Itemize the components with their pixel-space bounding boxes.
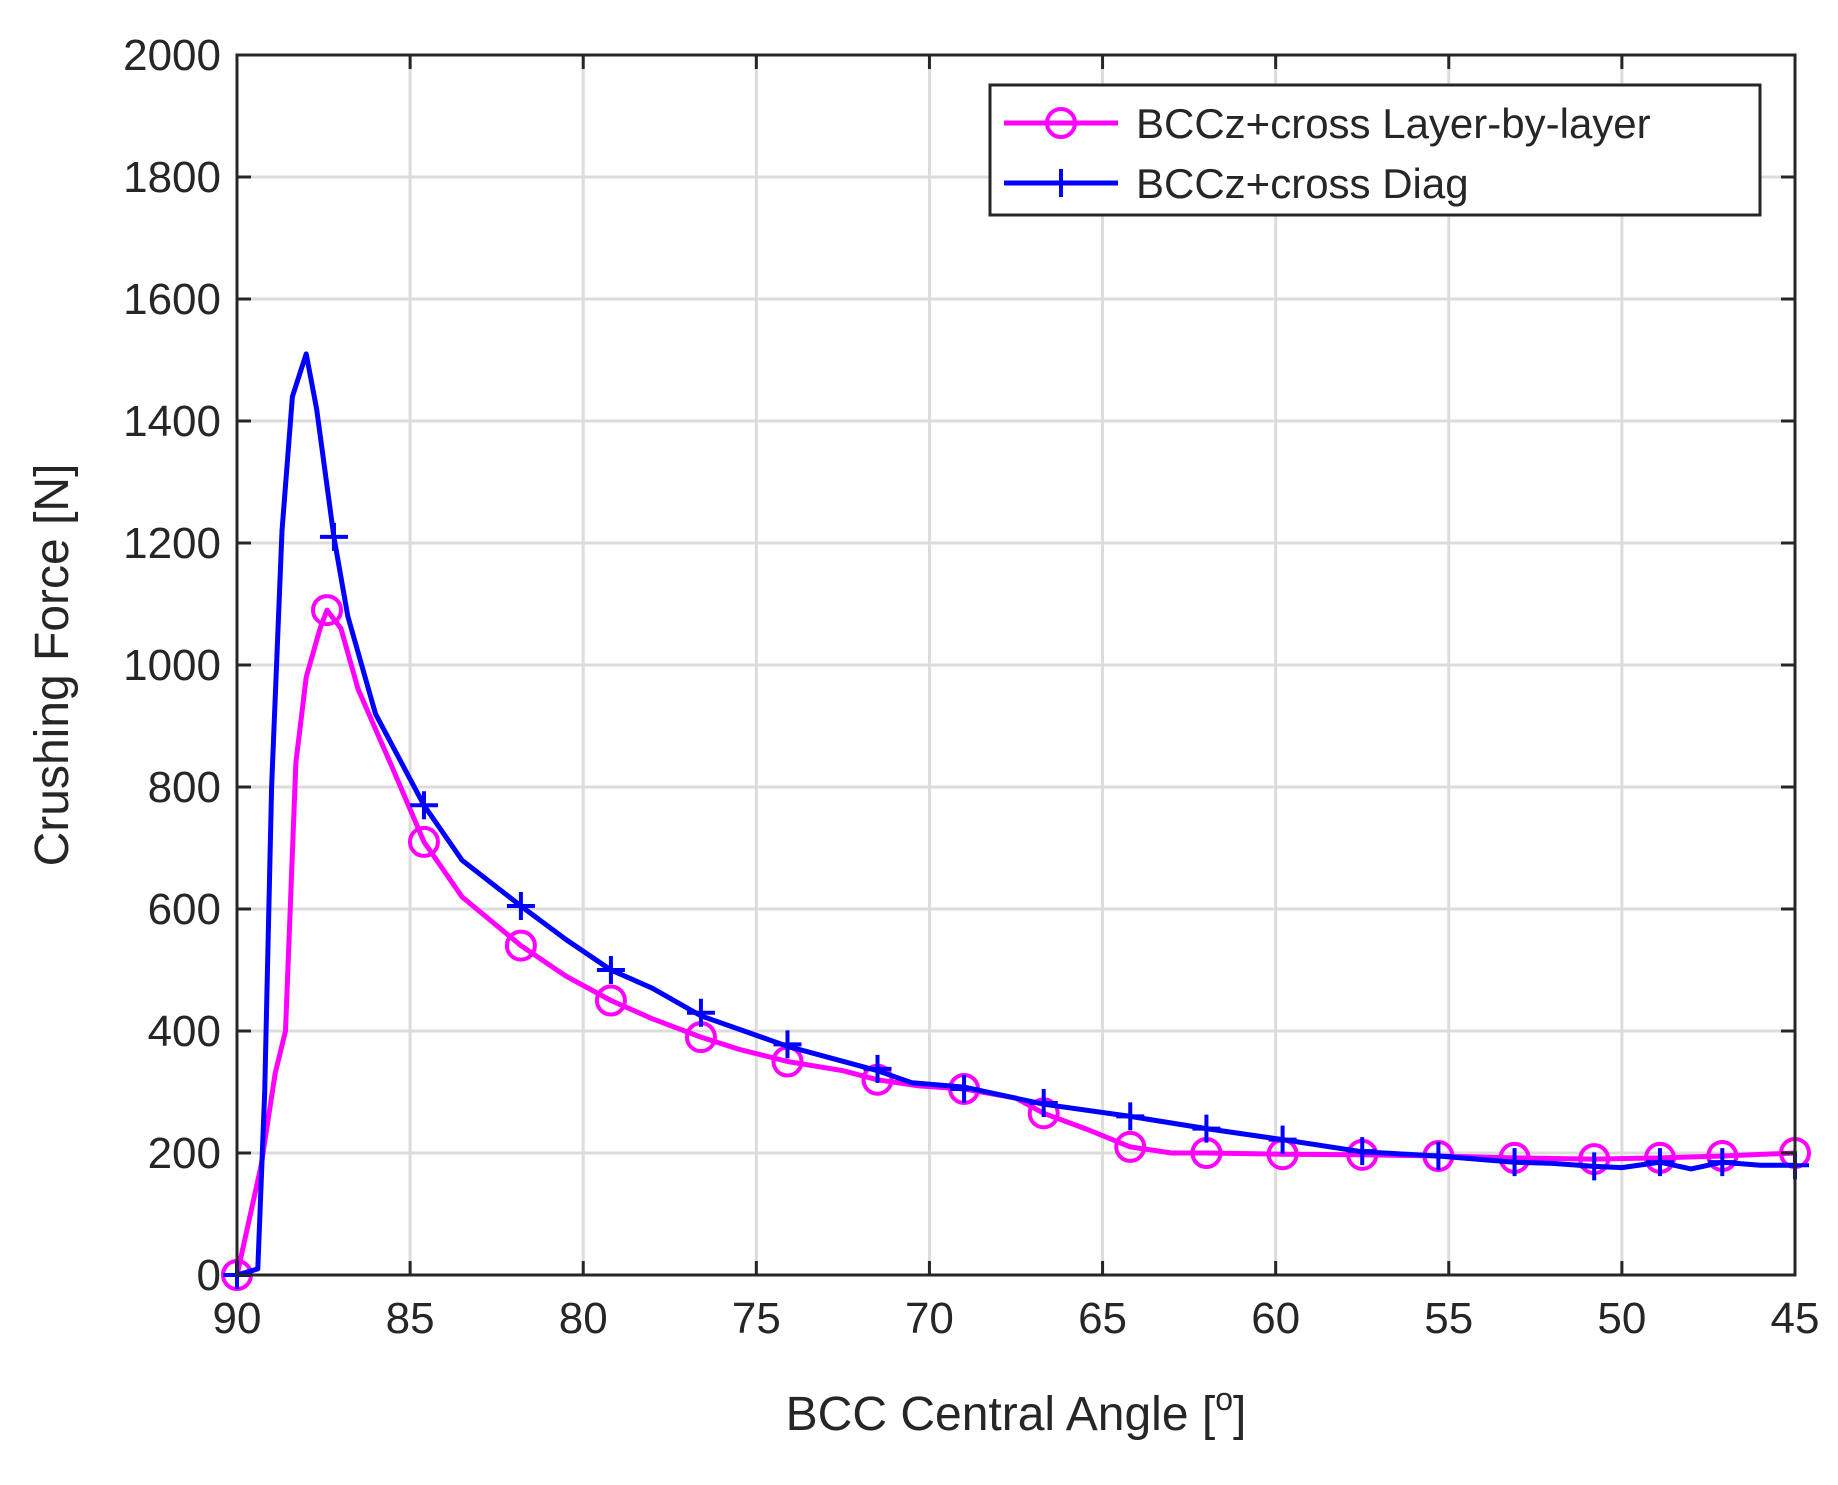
y-tick-label: 2000 — [123, 31, 221, 80]
plus-marker — [409, 791, 438, 820]
circle-marker — [311, 594, 344, 627]
x-tick-label: 75 — [732, 1294, 781, 1343]
grid — [237, 55, 1795, 1275]
circle-marker — [594, 984, 627, 1017]
plus-marker — [319, 522, 348, 551]
plus-marker — [1424, 1142, 1453, 1171]
series-2 — [223, 351, 1809, 1289]
y-tick-label: 0 — [197, 1251, 221, 1300]
plus-marker — [1580, 1152, 1609, 1181]
y-tick-label: 1200 — [123, 519, 221, 568]
y-tick-label: 600 — [148, 885, 221, 934]
y-tick-label: 1600 — [123, 275, 221, 324]
legend-box — [988, 83, 1762, 217]
plus-marker — [1500, 1148, 1529, 1177]
legend-marker — [1047, 169, 1075, 197]
legend-label: BCCz+cross Diag — [1136, 160, 1469, 207]
x-axis-label-superscript: o — [1215, 1381, 1233, 1417]
plus-marker — [1348, 1137, 1377, 1166]
y-tick-label: 800 — [148, 763, 221, 812]
plus-marker — [1192, 1114, 1221, 1143]
x-tick-label: 45 — [1771, 1294, 1820, 1343]
legend-marker — [1045, 107, 1077, 139]
x-axis-label: BCC Central Angle [o] — [786, 1381, 1247, 1441]
plus-marker — [1645, 1148, 1674, 1177]
circle-marker — [504, 929, 537, 962]
plus-marker — [1708, 1148, 1737, 1177]
y-tick-label: 1800 — [123, 153, 221, 202]
y-tick-label: 200 — [148, 1129, 221, 1178]
x-tick-label: 60 — [1251, 1294, 1300, 1343]
x-tick-label: 90 — [213, 1294, 262, 1343]
x-tick-label: 85 — [386, 1294, 435, 1343]
plus-marker — [1029, 1088, 1058, 1117]
legend-item: BCCz+cross Diag — [1004, 160, 1469, 207]
x-axis-label-text: BCC Central Angle [ — [786, 1388, 1216, 1441]
legend: BCCz+cross Layer-by-layer BCCz+cross Diag — [988, 83, 1762, 217]
plus-marker — [773, 1030, 802, 1059]
plus-marker — [1268, 1125, 1297, 1154]
x-tick-label: 65 — [1078, 1294, 1127, 1343]
plus-marker — [863, 1054, 892, 1083]
y-tick-label: 400 — [148, 1007, 221, 1056]
plus-marker — [1116, 1102, 1145, 1131]
plus-marker — [506, 891, 535, 920]
plus-marker — [596, 956, 625, 984]
x-axis-label-end: ] — [1233, 1388, 1246, 1441]
legend-label: BCCz+cross Layer-by-layer — [1136, 100, 1651, 147]
legend-item: BCCz+cross Layer-by-layer — [1004, 100, 1651, 147]
y-axis-label: Crushing Force [N] — [26, 464, 79, 867]
series-layer — [221, 351, 1811, 1291]
circle-marker — [407, 825, 440, 858]
ticks: 90 85 80 75 70 65 60 55 50 45 0 200 400 600 800 1000 120… — [123, 31, 1819, 1343]
plus-marker — [686, 998, 715, 1027]
x-tick-label: 80 — [559, 1294, 608, 1343]
plus-marker — [950, 1074, 979, 1103]
y-tick-label: 1000 — [123, 641, 221, 690]
y-tick-label: 1400 — [123, 397, 221, 446]
x-tick-label: 50 — [1597, 1294, 1646, 1343]
x-tick-label: 55 — [1424, 1294, 1473, 1343]
circle-marker — [1114, 1130, 1147, 1163]
x-tick-label: 70 — [905, 1294, 954, 1343]
